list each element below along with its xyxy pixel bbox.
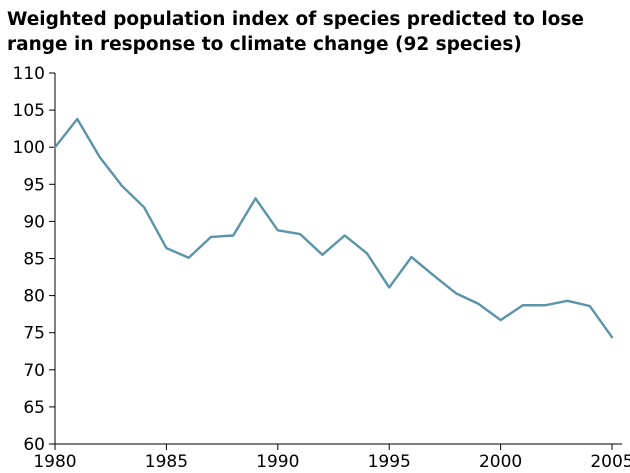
data-point — [98, 156, 100, 158]
data-point — [54, 146, 56, 148]
y-tick-label: 100 — [13, 138, 45, 158]
y-tick-label: 95 — [23, 175, 45, 195]
data-point — [165, 247, 167, 249]
y-tick-label: 60 — [23, 435, 45, 455]
y-tick-label: 110 — [13, 64, 45, 84]
data-point — [388, 286, 390, 288]
data-point — [254, 197, 256, 199]
data-point — [410, 256, 412, 258]
y-tick-label: 80 — [23, 287, 45, 307]
x-tick-label: 1990 — [256, 452, 299, 472]
y-tick-label: 85 — [23, 250, 45, 270]
data-point — [143, 206, 145, 208]
data-point — [455, 292, 457, 294]
chart-title: Weighted population index of species pre… — [7, 7, 584, 57]
x-tick-label: 1995 — [368, 452, 411, 472]
x-tick-label: 1985 — [145, 452, 188, 472]
data-point — [522, 304, 524, 306]
data-point — [232, 234, 234, 236]
y-tick-label: 75 — [23, 324, 45, 344]
data-point — [499, 319, 501, 321]
data-point — [277, 229, 279, 231]
data-point — [477, 303, 479, 305]
data-point — [210, 236, 212, 238]
x-tick-label: 2000 — [479, 452, 522, 472]
data-point — [76, 118, 78, 120]
data-point — [544, 304, 546, 306]
y-axis: 60 65 70 75 80 85 90 95 100 105 110 — [13, 64, 56, 455]
x-axis: 1980 1985 1990 1995 2000 2005 — [33, 443, 630, 472]
y-tick-label: 65 — [23, 398, 45, 418]
data-point — [299, 233, 301, 235]
y-tick-label: 70 — [23, 361, 45, 381]
y-tick-label: 105 — [13, 101, 45, 121]
data-point — [366, 252, 368, 254]
series-line — [53, 117, 614, 339]
x-tick-label: 1980 — [33, 452, 76, 472]
data-point — [589, 305, 591, 307]
data-point — [566, 300, 568, 302]
x-tick-label: 2005 — [590, 452, 630, 472]
chart-title-line-1: Weighted population index of species pre… — [7, 9, 584, 30]
data-point — [611, 336, 613, 338]
data-point — [343, 234, 345, 236]
series-layer — [53, 117, 614, 339]
data-point — [321, 254, 323, 256]
chart-title-line-2: range in response to climate change (92 … — [7, 34, 522, 55]
data-point — [433, 274, 435, 276]
data-point — [121, 185, 123, 187]
y-tick-label: 90 — [23, 212, 45, 232]
data-point — [187, 257, 189, 259]
